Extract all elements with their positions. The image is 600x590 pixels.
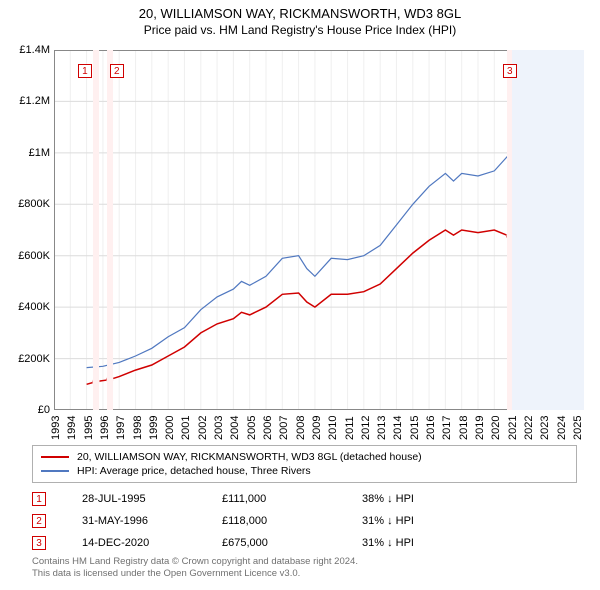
marker-table-row: 2 31-MAY-1996£118,00031% ↓ HPI bbox=[32, 510, 577, 532]
chart-marker-badge: 2 bbox=[110, 64, 124, 78]
marker-badge: 2 bbox=[32, 514, 46, 528]
legend-swatch bbox=[41, 470, 69, 472]
x-axis-tick-label: 2021 bbox=[507, 416, 519, 440]
footer-line-2: This data is licensed under the Open Gov… bbox=[32, 568, 577, 580]
x-axis-tick-label: 1994 bbox=[66, 416, 78, 440]
x-axis-tick-label: 2015 bbox=[409, 416, 421, 440]
x-axis-tick-label: 1996 bbox=[99, 416, 111, 440]
footer-attribution: Contains HM Land Registry data © Crown c… bbox=[32, 556, 577, 580]
x-axis-tick-label: 2012 bbox=[360, 416, 372, 440]
legend-item: HPI: Average price, detached house, Thre… bbox=[41, 464, 568, 478]
x-axis-tick-label: 2019 bbox=[474, 416, 486, 440]
marker-delta: 31% ↓ HPI bbox=[362, 537, 502, 549]
x-axis-tick-label: 2003 bbox=[213, 416, 225, 440]
legend-item: 20, WILLIAMSON WAY, RICKMANSWORTH, WD3 8… bbox=[41, 450, 568, 464]
x-axis-tick-label: 2004 bbox=[229, 416, 241, 440]
x-axis-tick-label: 2016 bbox=[425, 416, 437, 440]
x-axis-tick-label: 2022 bbox=[523, 416, 535, 440]
marker-badge: 1 bbox=[32, 492, 46, 506]
chart-marker-badge: 1 bbox=[78, 64, 92, 78]
x-axis-tick-label: 2025 bbox=[572, 416, 584, 440]
y-axis-tick-label: £1.2M bbox=[19, 95, 50, 107]
chart-subtitle: Price paid vs. HM Land Registry's House … bbox=[0, 23, 600, 37]
x-axis-tick-label: 2000 bbox=[164, 416, 176, 440]
legend: 20, WILLIAMSON WAY, RICKMANSWORTH, WD3 8… bbox=[32, 445, 577, 483]
title-block: 20, WILLIAMSON WAY, RICKMANSWORTH, WD3 8… bbox=[0, 0, 600, 37]
x-axis-tick-label: 2024 bbox=[556, 416, 568, 440]
chart-title: 20, WILLIAMSON WAY, RICKMANSWORTH, WD3 8… bbox=[0, 6, 600, 21]
shaded-band bbox=[93, 50, 99, 410]
shaded-band bbox=[512, 50, 584, 410]
y-axis-tick-label: £1.4M bbox=[19, 44, 50, 56]
y-axis-tick-label: £600K bbox=[18, 250, 50, 262]
legend-swatch bbox=[41, 456, 69, 458]
x-axis-tick-label: 2006 bbox=[262, 416, 274, 440]
y-axis-tick-label: £1M bbox=[29, 147, 50, 159]
x-axis-tick-label: 2009 bbox=[311, 416, 323, 440]
legend-label: HPI: Average price, detached house, Thre… bbox=[77, 465, 311, 477]
x-axis-tick-label: 1993 bbox=[50, 416, 62, 440]
marker-delta: 31% ↓ HPI bbox=[362, 515, 502, 527]
marker-price: £118,000 bbox=[222, 515, 362, 527]
x-axis-tick-label: 1995 bbox=[83, 416, 95, 440]
x-axis-tick-label: 2007 bbox=[278, 416, 290, 440]
marker-delta: 38% ↓ HPI bbox=[362, 493, 502, 505]
x-axis-tick-label: 2010 bbox=[327, 416, 339, 440]
footer-line-1: Contains HM Land Registry data © Crown c… bbox=[32, 556, 577, 568]
x-axis-tick-label: 2011 bbox=[344, 416, 356, 440]
y-axis-tick-label: £0 bbox=[38, 404, 50, 416]
y-axis-tick-label: £200K bbox=[18, 353, 50, 365]
legend-label: 20, WILLIAMSON WAY, RICKMANSWORTH, WD3 8… bbox=[77, 451, 422, 463]
marker-data-table: 1 28-JUL-1995£111,00038% ↓ HPI 2 31-MAY-199… bbox=[32, 488, 577, 554]
x-axis-tick-label: 2020 bbox=[490, 416, 502, 440]
chart-plot-area bbox=[54, 50, 584, 410]
x-axis-tick-label: 2018 bbox=[458, 416, 470, 440]
x-axis-tick-label: 2023 bbox=[539, 416, 551, 440]
chart-container: 20, WILLIAMSON WAY, RICKMANSWORTH, WD3 8… bbox=[0, 0, 600, 590]
y-axis-tick-label: £400K bbox=[18, 301, 50, 313]
x-axis-tick-label: 2017 bbox=[441, 416, 453, 440]
y-axis-tick-label: £800K bbox=[18, 198, 50, 210]
marker-date: 31-MAY-1996 bbox=[82, 515, 222, 527]
marker-price: £675,000 bbox=[222, 537, 362, 549]
marker-price: £111,000 bbox=[222, 493, 362, 505]
marker-table-row: 3 14-DEC-2020£675,00031% ↓ HPI bbox=[32, 532, 577, 554]
marker-date: 28-JUL-1995 bbox=[82, 493, 222, 505]
x-axis-tick-label: 1998 bbox=[132, 416, 144, 440]
x-axis-tick-label: 2005 bbox=[246, 416, 258, 440]
chart-svg bbox=[54, 50, 584, 410]
x-axis-tick-label: 2001 bbox=[180, 416, 192, 440]
x-axis-tick-label: 2013 bbox=[376, 416, 388, 440]
marker-table-row: 1 28-JUL-1995£111,00038% ↓ HPI bbox=[32, 488, 577, 510]
shaded-band bbox=[107, 50, 113, 410]
x-axis-tick-label: 2002 bbox=[197, 416, 209, 440]
marker-date: 14-DEC-2020 bbox=[82, 537, 222, 549]
x-axis-tick-label: 1997 bbox=[115, 416, 127, 440]
x-axis-tick-label: 2008 bbox=[295, 416, 307, 440]
x-axis-tick-label: 1999 bbox=[148, 416, 160, 440]
x-axis-tick-label: 2014 bbox=[392, 416, 404, 440]
chart-marker-badge: 3 bbox=[503, 64, 517, 78]
marker-badge: 3 bbox=[32, 536, 46, 550]
